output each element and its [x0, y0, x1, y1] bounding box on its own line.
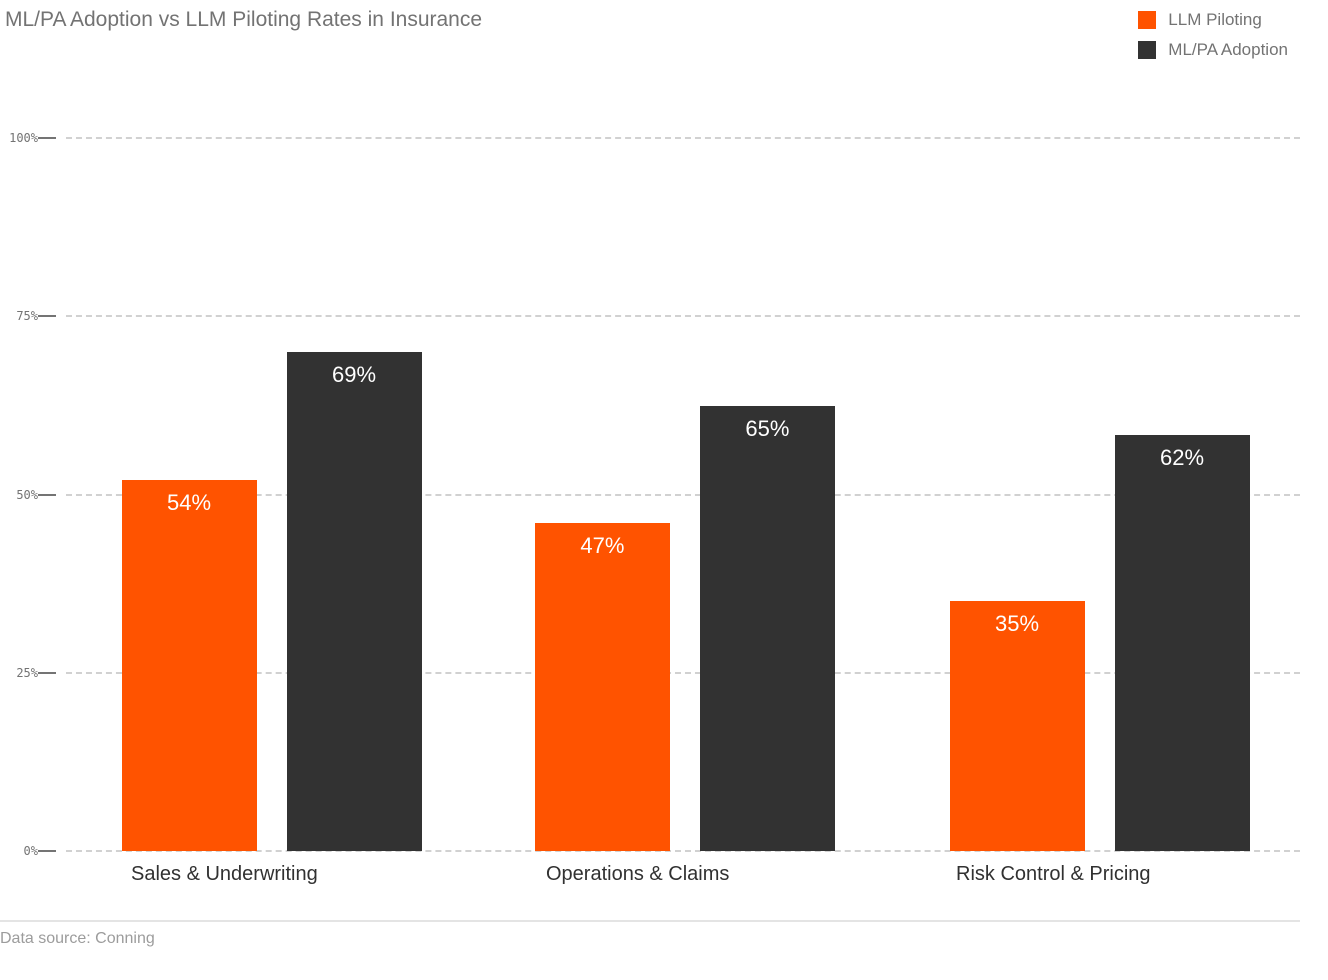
- bar-value-label: 62%: [1115, 445, 1250, 471]
- legend-swatch-mlpa: [1138, 41, 1156, 59]
- legend-label-llm: LLM Piloting: [1168, 10, 1262, 30]
- x-axis: Sales & Underwriting Operations & Claims…: [66, 863, 1300, 893]
- bar-pair: 35% 62%: [950, 138, 1250, 851]
- chart-legend: LLM Piloting ML/PA Adoption: [1138, 8, 1288, 60]
- y-tick-dash: [38, 315, 56, 317]
- data-source: Data source: Conning: [0, 930, 1300, 948]
- legend-item-llm: LLM Piloting: [1138, 10, 1288, 30]
- legend-item-mlpa: ML/PA Adoption: [1138, 40, 1288, 60]
- category-sales-underwriting: 54% 69%: [122, 138, 461, 851]
- chart-title: ML/PA Adoption vs LLM Piloting Rates in …: [5, 8, 482, 32]
- bar-llm-risk: 35%: [950, 601, 1085, 851]
- y-tick-75: 75%: [0, 309, 38, 323]
- bar-llm-sales: 54%: [122, 480, 257, 851]
- y-tick-dash: [38, 137, 56, 139]
- y-tick-dash: [38, 672, 56, 674]
- bar-llm-ops: 47%: [535, 523, 670, 851]
- y-tick-25: 25%: [0, 666, 38, 680]
- chart-footer: Data source: Conning: [0, 920, 1300, 948]
- plot-area: 100% 75% 50% 25% 0% 54% 69%: [66, 138, 1300, 851]
- legend-label-mlpa: ML/PA Adoption: [1168, 40, 1288, 60]
- bar-pair: 47% 65%: [535, 138, 835, 851]
- category-operations-claims: 47% 65%: [535, 138, 874, 851]
- bars-layer: 54% 69% 47% 65%: [66, 138, 1300, 851]
- bar-value-label: 47%: [535, 533, 670, 559]
- x-label-risk: Risk Control & Pricing: [956, 863, 1151, 886]
- bar-value-label: 69%: [287, 362, 422, 388]
- bar-mlpa-ops: 65%: [700, 406, 835, 851]
- chart-header: ML/PA Adoption vs LLM Piloting Rates in …: [5, 8, 1328, 60]
- legend-swatch-llm: [1138, 11, 1156, 29]
- y-tick-dash: [38, 850, 56, 852]
- bar-value-label: 54%: [122, 490, 257, 516]
- y-tick-100: 100%: [0, 131, 38, 145]
- category-risk-pricing: 35% 62%: [950, 138, 1289, 851]
- chart-container: ML/PA Adoption vs LLM Piloting Rates in …: [0, 0, 1328, 980]
- y-tick-0: 0%: [0, 844, 38, 858]
- y-tick-dash: [38, 494, 56, 496]
- bar-pair: 54% 69%: [122, 138, 422, 851]
- bar-value-label: 65%: [700, 416, 835, 442]
- bar-value-label: 35%: [950, 611, 1085, 637]
- bar-mlpa-risk: 62%: [1115, 435, 1250, 851]
- bar-mlpa-sales: 69%: [287, 352, 422, 851]
- x-label-sales: Sales & Underwriting: [131, 863, 318, 886]
- x-label-ops: Operations & Claims: [546, 863, 729, 886]
- y-axis: 100% 75% 50% 25% 0%: [0, 138, 38, 851]
- y-tick-50: 50%: [0, 488, 38, 502]
